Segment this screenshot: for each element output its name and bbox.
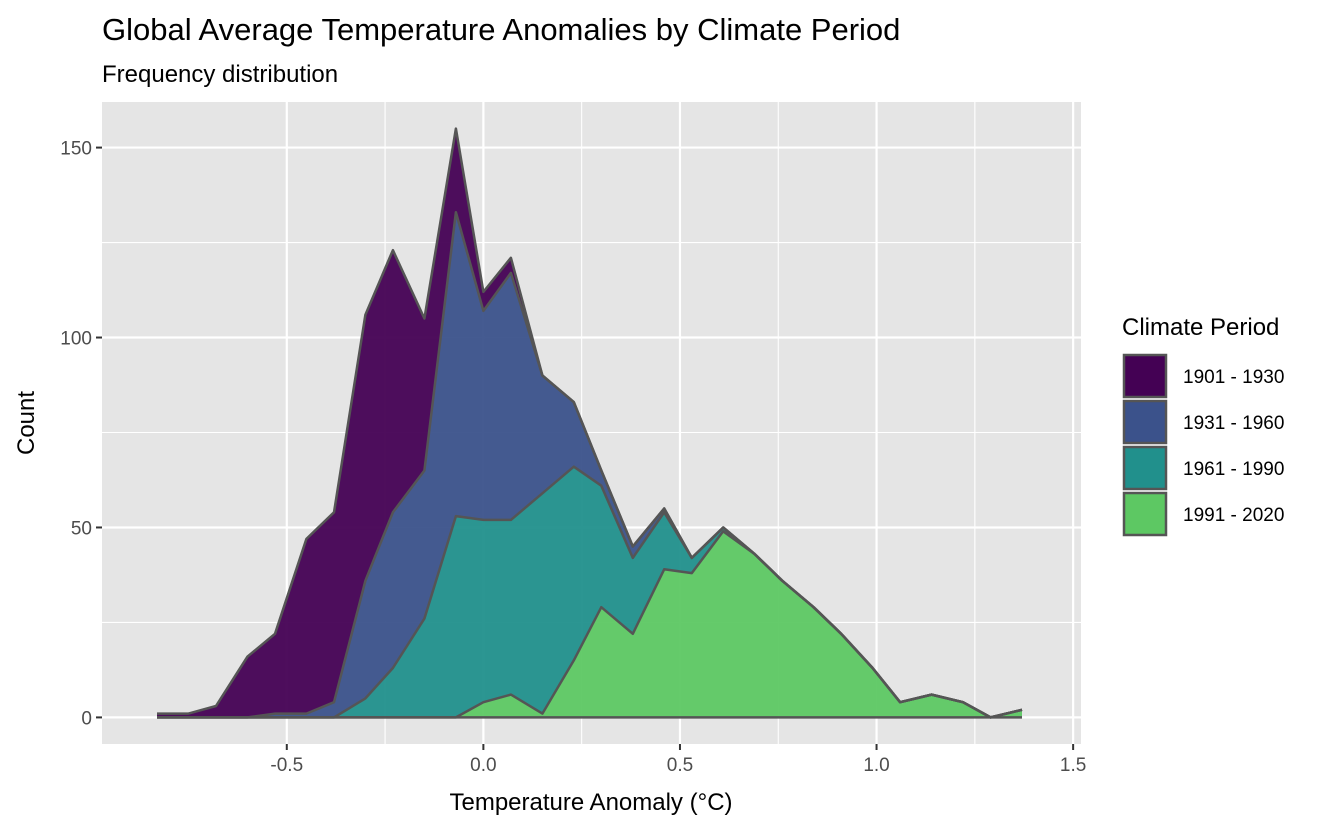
area-1991-2020	[157, 531, 1022, 718]
axes: -0.5 0.0 0.5 1.0 1.5 0 50 100 150	[60, 139, 1086, 776]
y-tick-label: 50	[71, 518, 92, 539]
chart-subtitle: Frequency distribution	[102, 61, 338, 88]
legend-label: 1931 - 1960	[1183, 413, 1284, 434]
legend-swatch	[1122, 491, 1168, 537]
x-tick-label: 0.5	[667, 755, 693, 776]
stacked-areas	[157, 127, 1023, 719]
legend: Climate Period 1901 - 1930 1931 - 1960 196…	[1122, 314, 1284, 537]
legend-label: 1961 - 1990	[1183, 459, 1284, 480]
legend-swatch	[1122, 445, 1168, 491]
legend-items: 1901 - 1930 1931 - 1960 1961 - 1990 1991 - …	[1122, 353, 1284, 537]
legend-label: 1901 - 1930	[1183, 367, 1284, 388]
legend-swatch	[1122, 353, 1168, 399]
y-tick-label: 100	[60, 329, 92, 350]
chart-title: Global Average Temperature Anomalies by …	[102, 12, 900, 47]
x-tick-label: -0.5	[270, 755, 303, 776]
y-axis-title: Count	[13, 391, 40, 455]
area-1931-1960	[157, 212, 1022, 718]
legend-label: 1991 - 2020	[1183, 505, 1284, 526]
y-tick-label: 150	[60, 139, 92, 160]
x-tick-label: 0.0	[470, 755, 496, 776]
x-axis-title: Temperature Anomaly (°C)	[449, 789, 732, 816]
legend-swatch	[1122, 399, 1168, 445]
area-1961-1990	[157, 466, 1022, 718]
x-tick-label: 1.5	[1060, 755, 1086, 776]
legend-title: Climate Period	[1122, 314, 1279, 341]
x-tick-label: 1.0	[863, 755, 889, 776]
y-tick-label: 0	[81, 708, 92, 729]
